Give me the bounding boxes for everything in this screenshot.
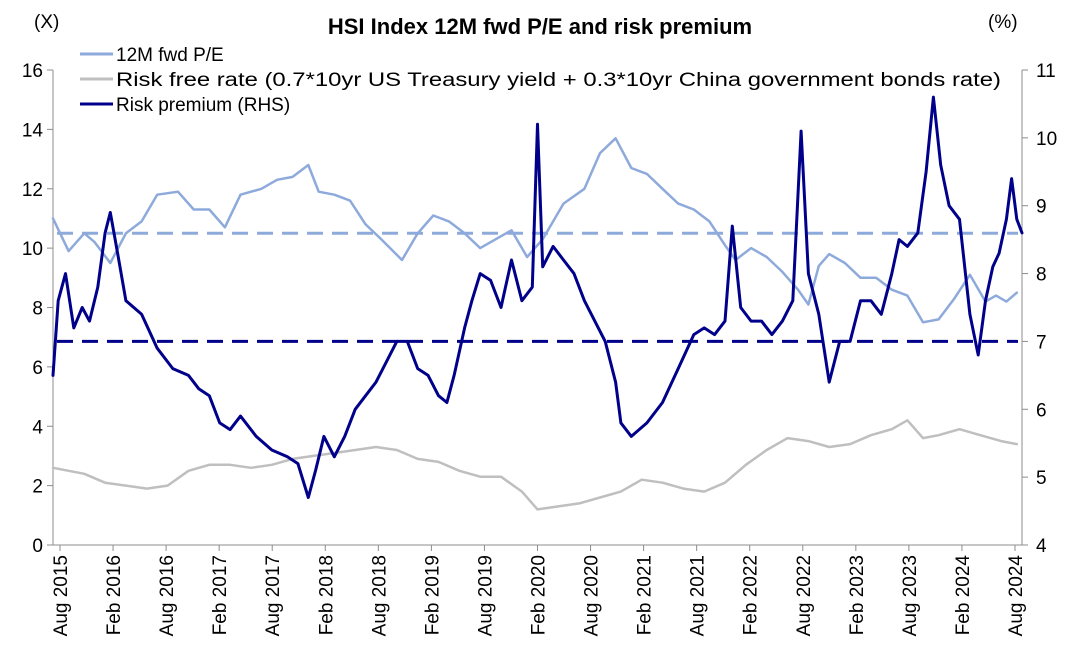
reference-lines — [57, 231, 1018, 343]
x-tick-label: Feb 2021 — [635, 555, 656, 635]
legend-label-pe: 12M fwd P/E — [116, 45, 224, 66]
x-tick-label: Feb 2023 — [847, 555, 868, 635]
left-tick-label: 8 — [32, 299, 43, 320]
x-tick-label: Aug 2020 — [582, 555, 603, 636]
x-tick-label: Feb 2024 — [953, 555, 974, 636]
left-tick-label: 12 — [22, 180, 43, 201]
x-tick-label: Aug 2019 — [475, 555, 496, 636]
x-tick-label: Feb 2018 — [316, 555, 337, 635]
left-tick-label: 10 — [22, 239, 43, 260]
left-tick-label: 2 — [32, 477, 43, 498]
right-ticks: 4 5 6 7 8 9 10 11 — [1022, 61, 1057, 557]
x-tick-label: Aug 2018 — [369, 555, 390, 636]
x-tick-label: Aug 2022 — [794, 555, 815, 636]
x-tick-label: Aug 2021 — [688, 555, 709, 636]
right-tick-label: 4 — [1036, 536, 1047, 557]
series-line-2 — [51, 95, 1024, 499]
left-tick-label: 14 — [22, 120, 44, 141]
left-tick-label: 16 — [22, 61, 43, 82]
x-tick-label: Feb 2020 — [529, 555, 550, 635]
right-tick-label: 11 — [1036, 61, 1056, 82]
right-tick-label: 7 — [1036, 332, 1047, 353]
x-tick-label: Aug 2024 — [1006, 555, 1027, 637]
right-axis-unit: (%) — [988, 12, 1018, 33]
x-tick-label: Aug 2017 — [263, 555, 284, 636]
right-tick-label: 10 — [1036, 129, 1057, 150]
legend: 12M fwd P/E Risk free rate (0.7*10yr US … — [80, 45, 1001, 116]
right-tick-label: 5 — [1036, 468, 1047, 489]
x-tick-label: Aug 2016 — [157, 555, 178, 636]
legend-label-rp: Risk premium (RHS) — [116, 95, 290, 116]
x-tick-label: Feb 2017 — [210, 555, 231, 635]
x-tick-label: Aug 2023 — [900, 555, 921, 636]
x-tick-label: Feb 2022 — [741, 555, 762, 635]
x-tick-label: Feb 2019 — [422, 555, 443, 635]
x-tick-label: Aug 2015 — [51, 555, 72, 636]
left-axis-unit: (X) — [34, 12, 59, 33]
left-ticks: 0 2 4 6 8 10 12 14 16 — [22, 61, 53, 557]
x-ticks: Aug 2015 Feb 2016 Aug 2016 Feb 2017 Aug 2017… — [51, 545, 1027, 636]
left-tick-label: 4 — [32, 417, 43, 438]
legend-label-rf: Risk free rate (0.7*10yr US Treasury yie… — [116, 70, 1001, 91]
chart-title: HSI Index 12M fwd P/E and risk premium — [328, 14, 752, 39]
series-line-1 — [51, 419, 1019, 511]
series-group — [51, 95, 1024, 511]
series-line-0 — [51, 137, 1019, 324]
left-tick-label: 0 — [32, 536, 43, 557]
right-tick-label: 8 — [1036, 265, 1047, 286]
right-tick-label: 6 — [1036, 400, 1047, 421]
right-tick-label: 9 — [1036, 197, 1047, 218]
left-tick-label: 6 — [32, 358, 43, 379]
x-tick-label: Feb 2016 — [104, 555, 125, 635]
